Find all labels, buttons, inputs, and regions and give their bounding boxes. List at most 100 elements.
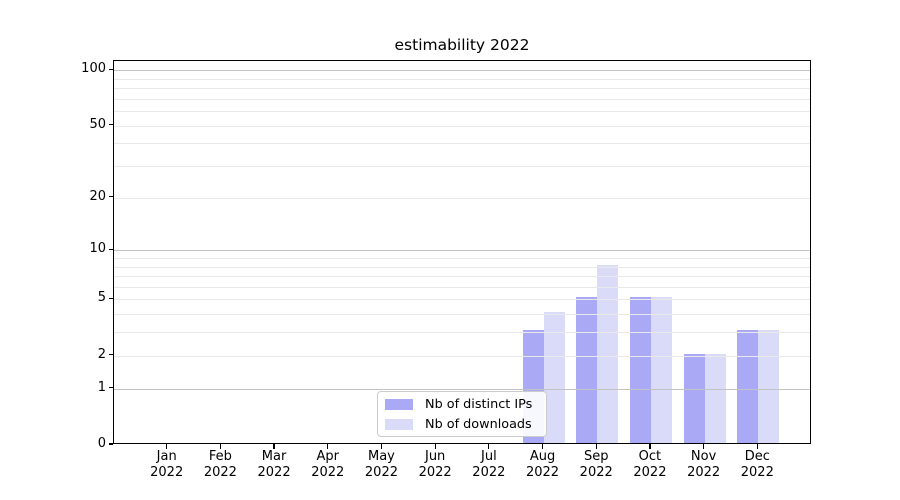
gridline-minor	[114, 314, 810, 316]
y-tick-mark	[109, 387, 113, 389]
x-tick-mark	[649, 444, 651, 449]
x-tick-mark	[380, 444, 383, 449]
legend-swatch-icon	[385, 398, 413, 410]
x-tick-month: Apr	[316, 449, 340, 464]
y-tick-mark	[109, 68, 113, 70]
y-tick-mark	[109, 297, 113, 300]
x-tick-month: Jun	[424, 449, 446, 464]
y-tick-mark	[109, 443, 113, 445]
bar-downloads	[704, 353, 726, 443]
x-tick-mark	[219, 444, 221, 449]
x-tick-mark	[595, 444, 597, 449]
legend-item: Nb of downloads	[385, 416, 546, 433]
x-tick-label: Jan 2022	[135, 449, 199, 480]
legend-label: Nb of downloads	[425, 416, 532, 432]
legend-label: Nb of distinct IPs	[425, 396, 533, 412]
y-tick-label: 5	[97, 290, 106, 306]
x-tick-year: 2022	[525, 464, 560, 480]
x-tick-label: May 2022	[349, 449, 413, 480]
y-tick-mark	[109, 248, 113, 250]
x-tick-year: 2022	[472, 464, 506, 480]
chart-title: estimability 2022	[394, 36, 530, 54]
gridline-minor	[114, 78, 810, 80]
bar-downloads	[543, 312, 565, 443]
legend: Nb of distinct IPs Nb of downloads	[377, 391, 547, 437]
y-tick-mark	[109, 196, 113, 198]
legend-item: Nb of distinct IPs	[385, 396, 546, 413]
gridline-minor	[114, 332, 810, 334]
x-tick-label: Apr 2022	[296, 449, 360, 480]
y-tick-label: 10	[89, 241, 106, 257]
x-tick-label: Jul 2022	[457, 449, 521, 480]
x-tick-mark	[703, 444, 705, 449]
x-tick-month: Jan	[156, 449, 177, 464]
gridline-minor	[114, 286, 810, 288]
y-tick-label: 0	[97, 436, 106, 451]
gridline-minor	[114, 111, 810, 113]
gridline-minor	[114, 88, 810, 90]
y-tick-label: 1	[97, 379, 106, 395]
y-tick-label: 50	[89, 116, 106, 132]
x-tick-label: Nov 2022	[672, 449, 736, 480]
x-tick-month: Aug	[529, 449, 556, 464]
x-tick-year: 2022	[257, 464, 291, 480]
x-tick-label: Mar 2022	[242, 449, 306, 480]
x-tick-label: Dec 2022	[725, 449, 789, 480]
x-tick-year: 2022	[579, 464, 613, 480]
x-tick-month: Nov	[690, 449, 717, 464]
x-tick-month: Oct	[638, 449, 662, 464]
x-tick-mark	[756, 444, 758, 449]
gridline-minor	[114, 143, 810, 145]
bar-downloads	[650, 297, 672, 443]
x-tick-month: Sep	[583, 449, 609, 464]
bar-distinct-ips	[737, 330, 759, 443]
gridline-minor	[114, 125, 810, 127]
x-tick-mark	[166, 444, 168, 449]
gridline-minor	[114, 98, 810, 100]
x-tick-year: 2022	[150, 464, 184, 480]
y-tick-label: 2	[97, 346, 106, 362]
x-tick-mark	[541, 444, 544, 449]
x-tick-year: 2022	[203, 464, 237, 480]
x-tick-mark	[273, 444, 275, 449]
bar-distinct-ips	[576, 297, 598, 443]
plot-area	[113, 60, 811, 444]
x-tick-label: Oct 2022	[618, 449, 682, 480]
x-tick-mark	[488, 444, 490, 449]
x-tick-month: May	[368, 449, 395, 464]
gridline-minor	[114, 299, 810, 301]
x-tick-label: Jun 2022	[403, 449, 467, 480]
x-tick-year: 2022	[740, 464, 774, 480]
gridline-major	[114, 250, 810, 252]
gridline-minor	[114, 197, 810, 199]
x-tick-mark	[434, 444, 436, 449]
y-tick-label: 100	[81, 61, 106, 77]
x-tick-month: Jul	[481, 449, 497, 464]
x-tick-month: Dec	[744, 449, 770, 464]
x-tick-year: 2022	[364, 464, 398, 480]
legend-swatch-icon	[385, 418, 413, 430]
y-tick-mark	[109, 124, 113, 126]
x-tick-year: 2022	[633, 464, 667, 480]
bar-distinct-ips	[629, 297, 651, 443]
x-tick-label: Feb 2022	[188, 449, 252, 480]
x-tick-year: 2022	[418, 464, 452, 480]
x-tick-label: Aug 2022	[511, 449, 575, 480]
gridline-minor	[114, 257, 810, 259]
gridline-minor	[114, 166, 810, 168]
gridline-minor	[114, 355, 810, 357]
gridline-minor	[114, 266, 810, 268]
gridline-major	[114, 70, 810, 72]
y-tick-label: 20	[89, 188, 106, 204]
x-tick-label: Sep 2022	[564, 449, 628, 480]
x-tick-year: 2022	[311, 464, 345, 480]
x-tick-mark	[327, 444, 329, 449]
x-tick-month: Mar	[261, 449, 287, 464]
y-tick-mark	[109, 354, 113, 356]
bar-distinct-ips	[683, 353, 705, 443]
x-tick-year: 2022	[687, 464, 721, 480]
gridline-minor	[114, 276, 810, 278]
x-tick-month: Feb	[208, 449, 232, 464]
bar-downloads	[597, 264, 619, 443]
